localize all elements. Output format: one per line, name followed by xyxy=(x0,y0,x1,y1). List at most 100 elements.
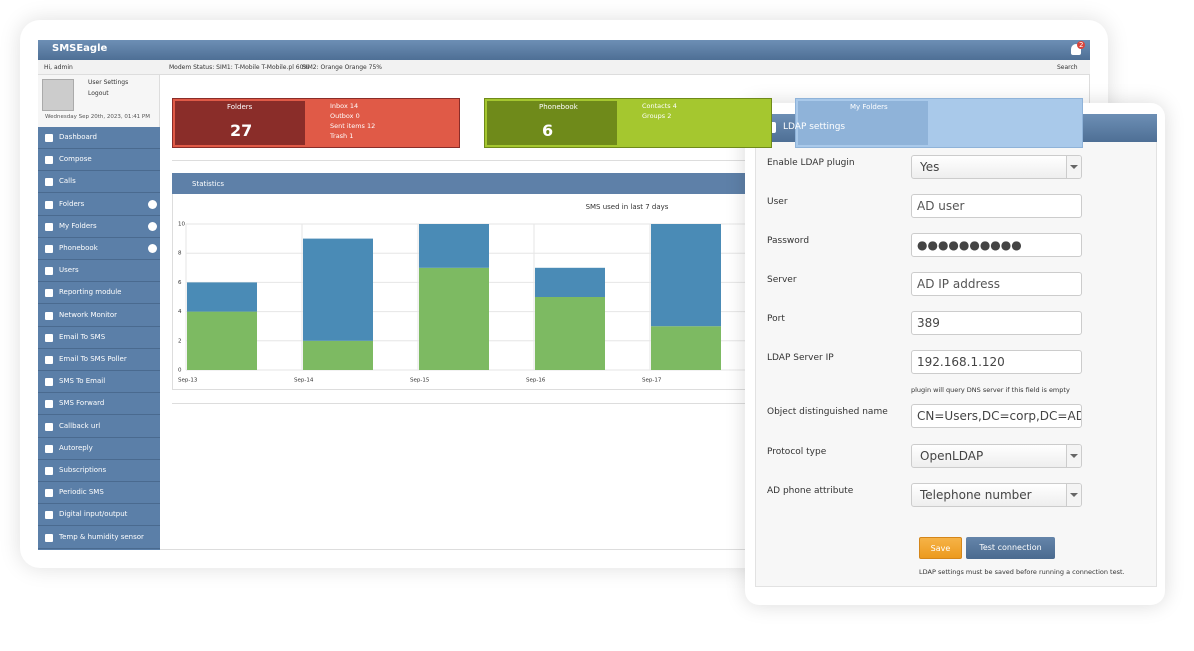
nav-item[interactable] xyxy=(38,482,160,505)
tile-title: Phonebook xyxy=(539,103,578,111)
nav-item[interactable] xyxy=(38,260,160,283)
tile-inner xyxy=(175,101,305,145)
nav-icon xyxy=(45,444,53,453)
nav-item[interactable] xyxy=(38,504,160,527)
tile-item: Outbox 0 xyxy=(330,112,360,120)
nav-label: Reporting module xyxy=(59,288,122,297)
user-settings[interactable]: User Settings xyxy=(88,79,129,86)
header-bar xyxy=(38,40,1090,60)
nav-icon xyxy=(45,222,53,231)
field-label: Enable LDAP plugin xyxy=(767,158,855,168)
y-tick-label: 6 xyxy=(178,280,182,286)
nav-icon xyxy=(45,489,53,498)
input[interactable]: 192.168.1.120 xyxy=(911,350,1082,374)
nav-item[interactable] xyxy=(38,416,160,438)
field-label: AD phone attribute xyxy=(767,486,854,496)
field-label: Port xyxy=(767,314,785,324)
input[interactable]: ●●●●●●●●●● xyxy=(911,233,1082,257)
nav-item[interactable] xyxy=(38,194,160,216)
sim2-status: SIM2: Orange Orange 75% xyxy=(302,64,382,71)
search[interactable]: Search xyxy=(1057,64,1078,71)
nav-item[interactable] xyxy=(38,127,160,149)
statistics-panel: Statistics SMS used in last 7 days 0 2 4 6 8 10… xyxy=(172,173,772,390)
y-tick-label: 8 xyxy=(178,251,182,257)
input[interactable]: AD IP address xyxy=(911,272,1082,296)
nav-icon xyxy=(45,267,53,276)
nav-label: Compose xyxy=(59,155,92,164)
nav-icon xyxy=(45,156,53,165)
nav-item[interactable] xyxy=(38,327,160,349)
nav-icon xyxy=(45,533,53,542)
field-label: Password xyxy=(767,236,810,246)
bar xyxy=(535,267,605,297)
tile-count: 6 xyxy=(542,121,554,140)
nav-icon xyxy=(45,178,53,187)
bar xyxy=(651,326,721,370)
x-tick-label: Sep-14 xyxy=(294,378,314,384)
divider xyxy=(172,160,1082,161)
field-label: User xyxy=(767,197,788,207)
logout[interactable]: Logout xyxy=(88,90,109,97)
brand: SMSEagle xyxy=(52,43,108,54)
tile-item: Trash 1 xyxy=(330,132,354,140)
top-bar xyxy=(38,60,1090,75)
nav-item[interactable] xyxy=(38,305,160,327)
field-label: Protocol type xyxy=(767,447,827,457)
nav-chevron xyxy=(148,199,157,209)
nav-icon xyxy=(45,511,53,520)
nav-icon xyxy=(45,245,53,253)
input[interactable]: CN=Users,DC=corp,DC=ADdomain xyxy=(911,404,1082,428)
input[interactable]: 389 xyxy=(911,311,1082,335)
nav-item[interactable] xyxy=(38,238,160,260)
nav-item[interactable] xyxy=(38,438,160,460)
nav-item[interactable] xyxy=(38,527,160,549)
nav-label: My Folders xyxy=(59,221,97,230)
nav-label: SMS To Email xyxy=(59,377,106,386)
field-label: Object distinguished name xyxy=(767,407,888,417)
nav-label: Email To SMS Poller xyxy=(59,355,127,363)
nav-label: Callback url xyxy=(59,421,101,430)
x-tick-label: Sep-15 xyxy=(410,378,430,384)
bar xyxy=(535,297,605,370)
nav-icon xyxy=(45,134,53,142)
ldap-note: LDAP settings must be saved before runni… xyxy=(919,568,1125,576)
select[interactable]: OpenLDAP xyxy=(911,444,1082,468)
select[interactable]: Yes xyxy=(911,155,1082,179)
nav-item[interactable] xyxy=(38,349,160,371)
field-label: Server xyxy=(767,275,797,285)
nav-icon xyxy=(45,400,53,409)
nav-item[interactable] xyxy=(38,216,160,238)
nav-icon xyxy=(45,333,53,342)
test-button[interactable]: Test connection xyxy=(966,537,1055,559)
nav-icon xyxy=(45,289,53,298)
nav-label: Network Monitor xyxy=(59,310,118,319)
nav-item[interactable] xyxy=(38,393,160,416)
y-tick-label: 10 xyxy=(178,222,185,228)
nav-label: Email To SMS xyxy=(59,332,106,341)
nav-label: Phonebook xyxy=(59,244,98,252)
nav-item[interactable] xyxy=(38,460,160,482)
save-button[interactable]: Save xyxy=(919,537,962,559)
x-tick-label: Sep-16 xyxy=(526,378,546,384)
nav-item[interactable] xyxy=(38,282,160,305)
select[interactable]: Telephone number xyxy=(911,483,1082,507)
bell[interactable] xyxy=(1071,44,1081,55)
nav-item[interactable] xyxy=(38,371,160,394)
tile-title: Folders xyxy=(227,103,253,111)
dropdown-arrow xyxy=(1066,156,1081,178)
input[interactable]: AD user xyxy=(911,194,1082,218)
y-tick-label: 2 xyxy=(178,338,182,344)
avatar xyxy=(42,79,74,111)
nav-label: Users xyxy=(59,266,79,275)
nav-item[interactable] xyxy=(38,171,160,194)
nav-label: Periodic SMS xyxy=(59,488,104,497)
nav-label: Autoreply xyxy=(59,443,93,452)
modem-status: Modem Status: SIM1: T-Mobile T-Mobile.pl… xyxy=(169,64,310,71)
nav-label: Calls xyxy=(59,177,76,186)
y-tick-label: 0 xyxy=(178,368,182,374)
dropdown-arrow xyxy=(1066,445,1081,467)
field-hint: plugin will query DNS server if this fie… xyxy=(911,386,1070,394)
nav-label: Digital input/output xyxy=(59,510,128,519)
nav-icon xyxy=(45,200,53,209)
nav-item[interactable] xyxy=(38,149,160,172)
